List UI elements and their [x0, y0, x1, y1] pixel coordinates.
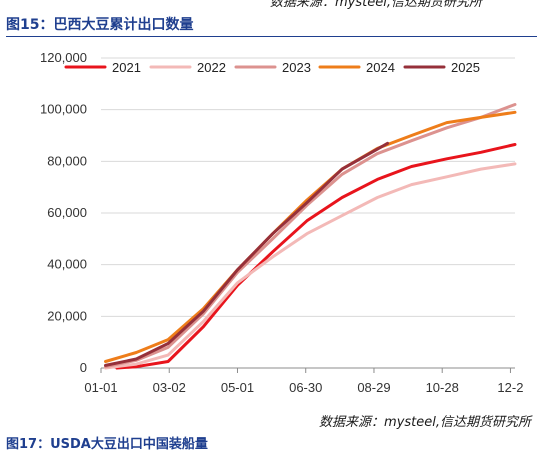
x-tick-label: 01-01	[84, 380, 117, 395]
next-figure-title-fragment: 图17：USDA大豆出口中国装船量	[6, 437, 208, 452]
y-axis: 0 20,000 40,000 60,000 80,000 100,000 120,000	[40, 50, 515, 375]
series-line-2022	[104, 162, 517, 370]
y-tick-label: 100,000	[40, 102, 87, 117]
legend-label-2024: 2024	[366, 60, 395, 75]
legend-label-2023: 2023	[282, 60, 311, 75]
series-line-2025	[104, 141, 390, 367]
x-tick-label: 12-2	[497, 380, 523, 395]
x-tick-label: 03-02	[153, 380, 186, 395]
y-tick-label: 40,000	[47, 257, 87, 272]
y-tick-label: 60,000	[47, 205, 87, 220]
series-line-2021	[115, 143, 517, 370]
x-tick-label: 05-01	[221, 380, 254, 395]
y-tick-label: 120,000	[40, 50, 87, 65]
y-tick-label: 80,000	[47, 153, 87, 168]
series-line-2024	[104, 110, 517, 363]
title-rule	[6, 36, 537, 37]
cumulative-exports-line-chart: 020,00040,00060,00080,000100,000120,000 …	[40, 50, 523, 395]
legend-label-2025: 2025	[451, 60, 480, 75]
previous-figure-source-fragment: 数据来源：mysteel,信达期货研究所	[270, 0, 482, 10]
legend: 2021 2022 2023 2024 2025	[64, 60, 480, 75]
series-lines	[104, 103, 517, 370]
x-tick-label: 10-28	[426, 380, 459, 395]
gridlines	[101, 57, 515, 317]
y-tick-label: 0	[80, 360, 87, 375]
y-tick-label: 20,000	[47, 308, 87, 323]
legend-label-2022: 2022	[197, 60, 226, 75]
x-tick-label: 08-29	[357, 380, 390, 395]
source-note: 数据来源：mysteel,信达期货研究所	[319, 415, 531, 430]
legend-label-2021: 2021	[112, 60, 141, 75]
x-axis: 01-01 03-02 05-01 06-30 08-29 10-28 12-2	[84, 368, 523, 395]
series-line-2023	[104, 103, 517, 369]
figure-title: 图15：巴西大豆累计出口数量	[6, 17, 194, 33]
x-tick-label: 06-30	[289, 380, 322, 395]
